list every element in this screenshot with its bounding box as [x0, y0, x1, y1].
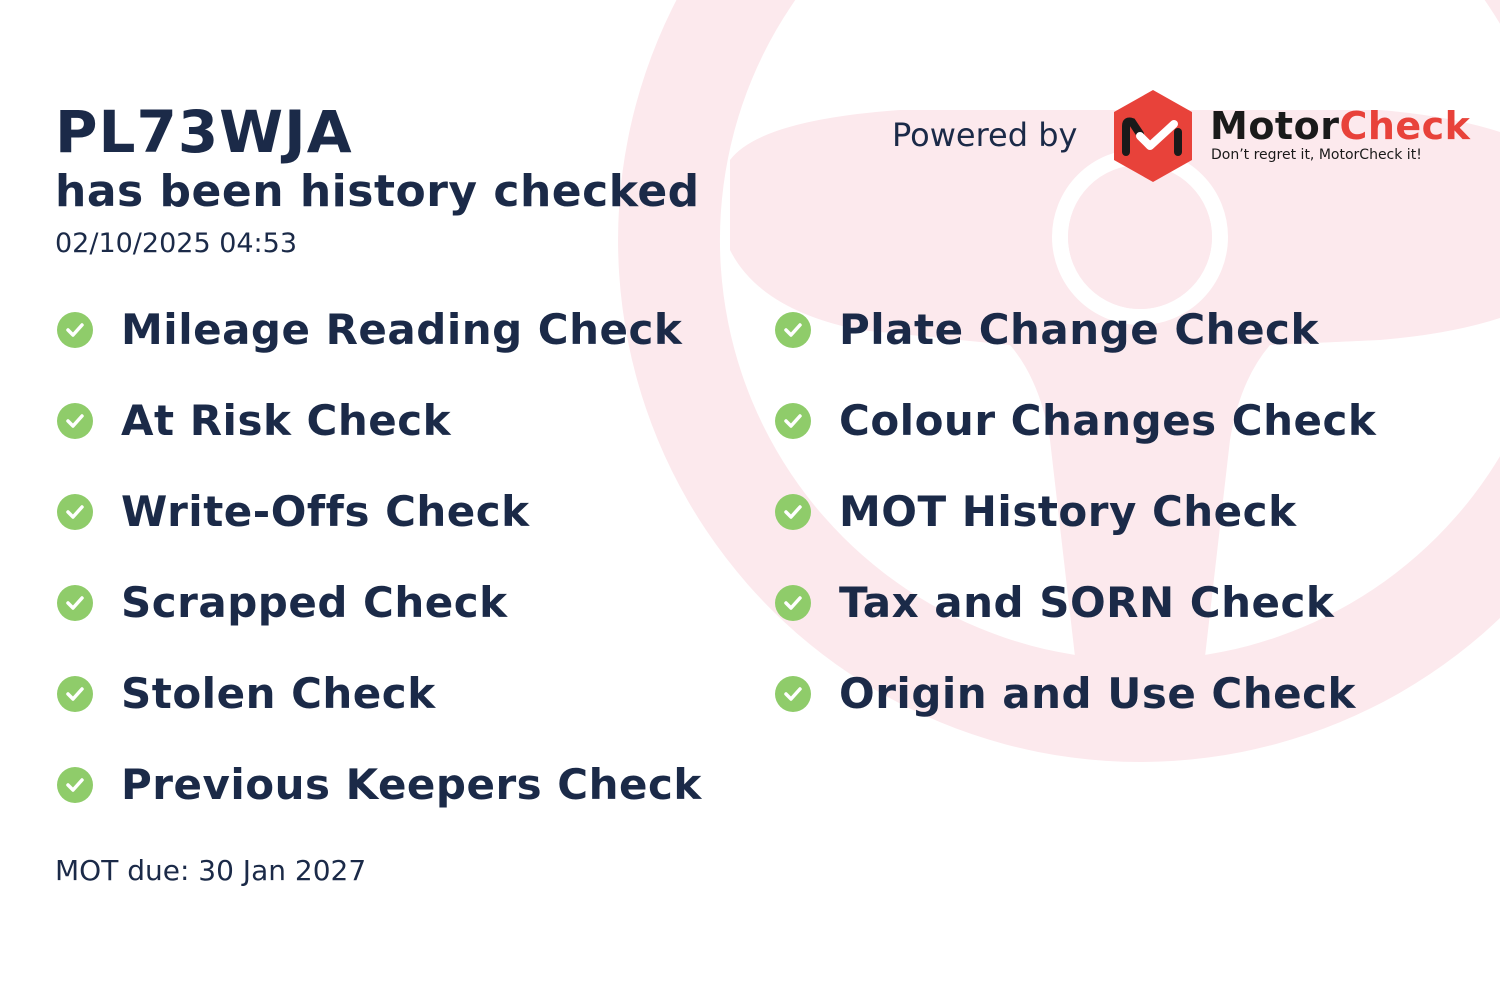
brand-part-check: Check [1339, 104, 1471, 148]
check-circle-icon [57, 675, 93, 712]
check-item: Plate Change Check [775, 305, 1319, 354]
check-item: Mileage Reading Check [57, 305, 682, 354]
check-item: At Risk Check [57, 396, 451, 445]
check-label: Plate Change Check [839, 305, 1319, 354]
brand-tagline: Don’t regret it, MotorCheck it! [1211, 147, 1422, 163]
check-label: Write-Offs Check [121, 487, 530, 536]
check-item: Scrapped Check [57, 578, 508, 627]
powered-by-label: Powered by [892, 116, 1078, 154]
check-item: Write-Offs Check [57, 487, 530, 536]
check-item: MOT History Check [775, 487, 1297, 536]
check-circle-icon [57, 584, 93, 621]
check-label: Colour Changes Check [839, 396, 1377, 445]
registration-plate: PL73WJA [55, 98, 353, 166]
check-label: MOT History Check [839, 487, 1297, 536]
page-subtitle: has been history checked [55, 166, 700, 217]
check-label: Origin and Use Check [839, 669, 1356, 718]
check-circle-icon [775, 584, 811, 621]
check-item: Stolen Check [57, 669, 436, 718]
check-label: Tax and SORN Check [839, 578, 1335, 627]
check-item: Tax and SORN Check [775, 578, 1334, 627]
check-circle-icon [57, 493, 93, 530]
check-circle-icon [57, 766, 93, 803]
check-item: Colour Changes Check [775, 396, 1376, 445]
check-circle-icon [775, 675, 811, 712]
check-datetime: 02/10/2025 04:53 [55, 228, 298, 259]
check-label: At Risk Check [121, 396, 452, 445]
check-circle-icon [57, 402, 93, 439]
check-circle-icon [57, 311, 93, 348]
check-label: Mileage Reading Check [121, 305, 683, 354]
check-item: Origin and Use Check [775, 669, 1356, 718]
check-circle-icon [775, 402, 811, 439]
check-item: Previous Keepers Check [57, 760, 702, 809]
motorcheck-logo-icon [1114, 90, 1192, 182]
brand-part-motor: Motor [1210, 104, 1340, 148]
mot-due: MOT due: 30 Jan 2027 [55, 854, 367, 887]
check-label: Previous Keepers Check [121, 760, 702, 809]
check-label: Scrapped Check [121, 578, 508, 627]
check-circle-icon [775, 493, 811, 530]
check-label: Stolen Check [121, 669, 436, 718]
motorcheck-brand: MotorCheck [1210, 104, 1470, 148]
check-circle-icon [775, 311, 811, 348]
